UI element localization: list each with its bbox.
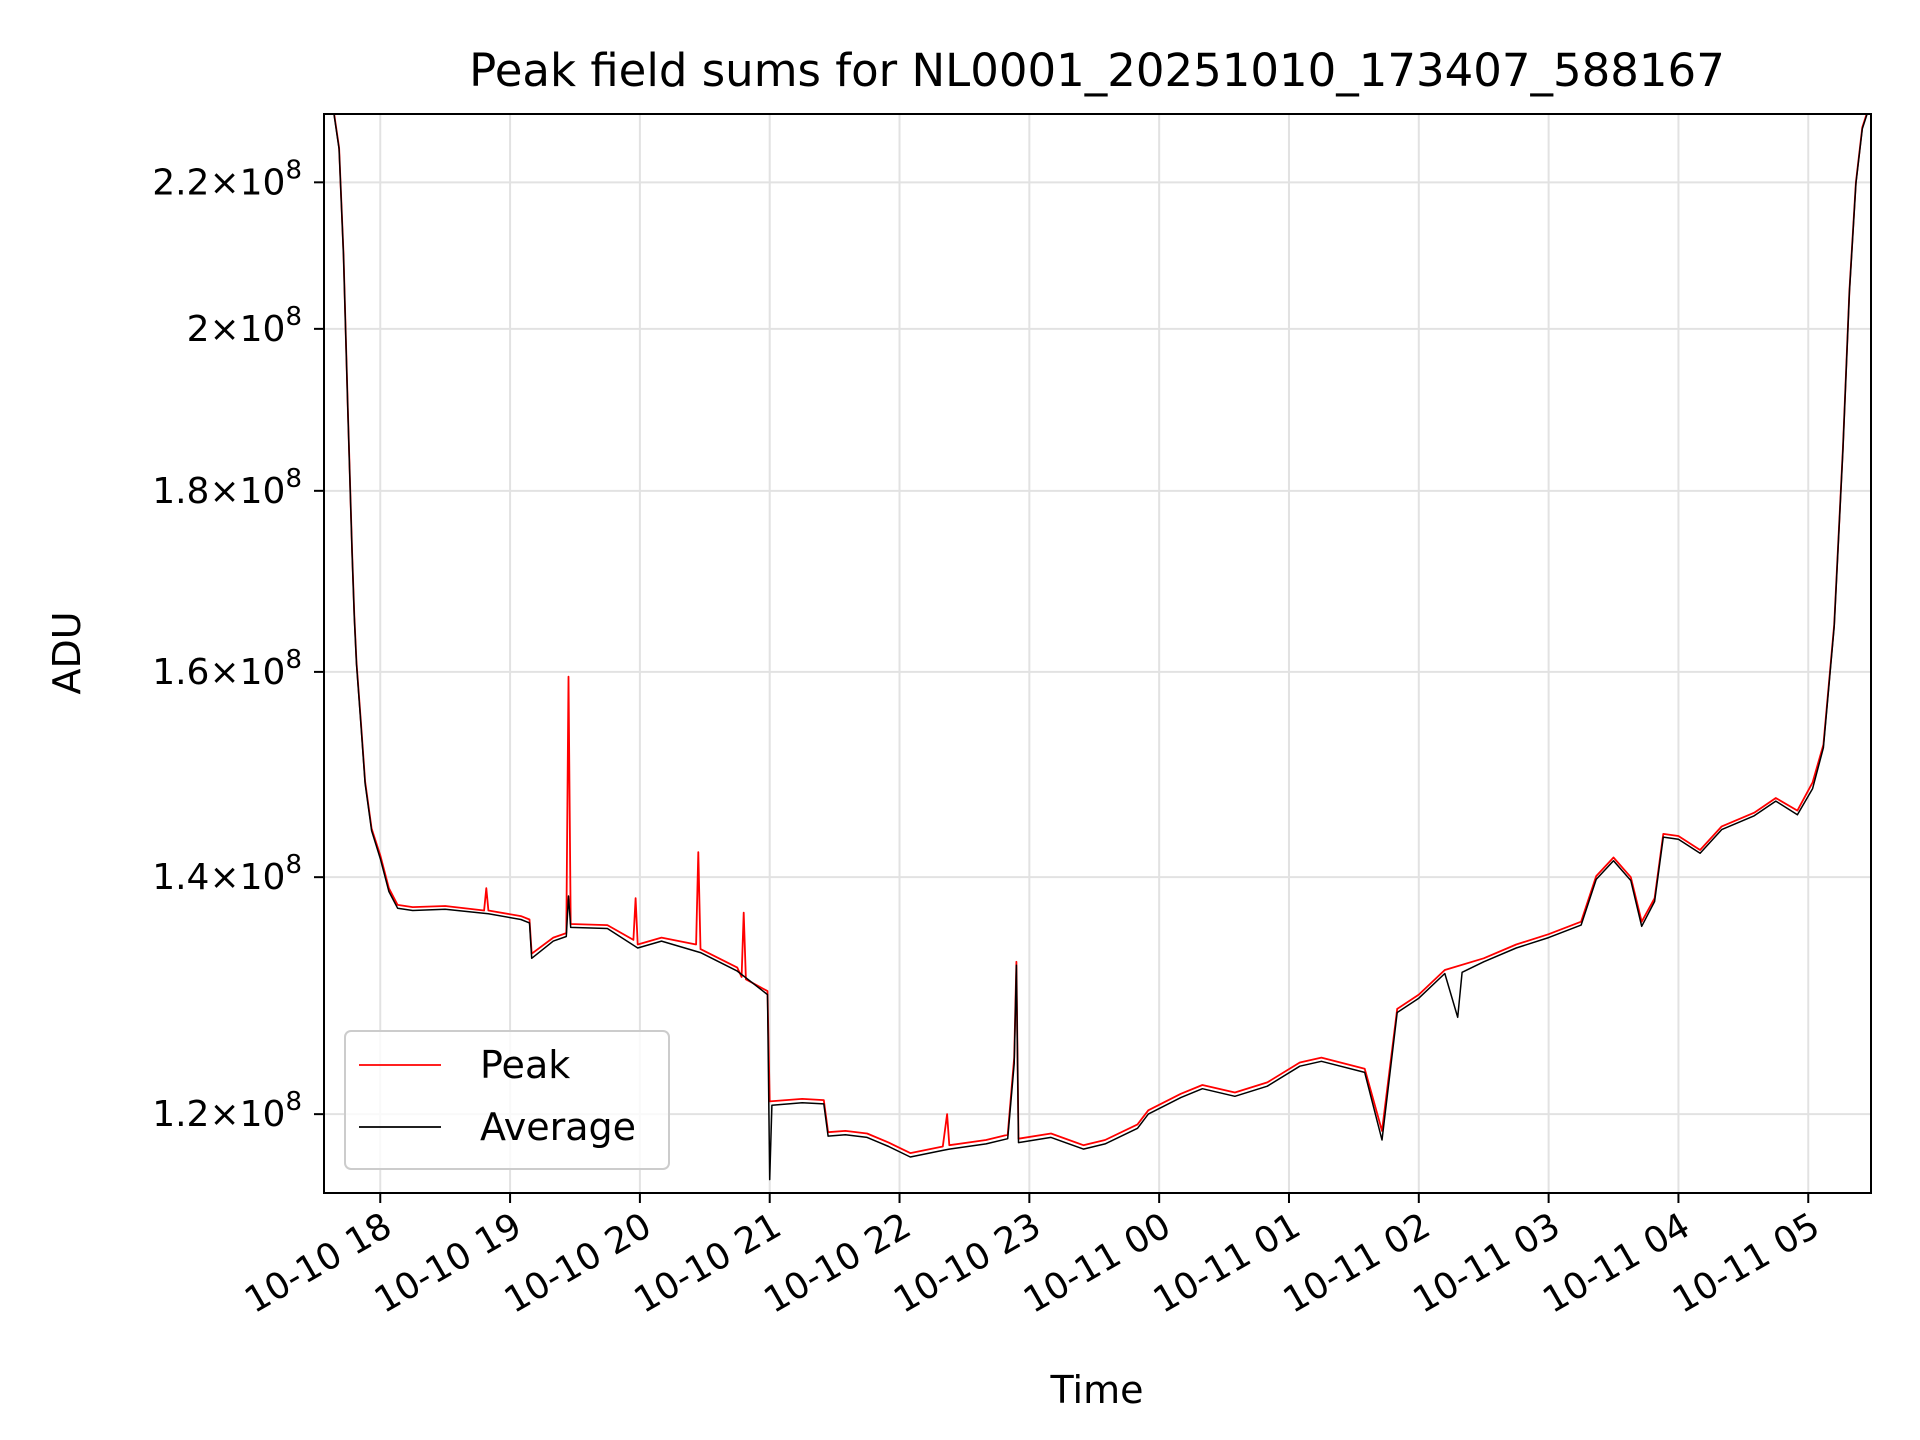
x-axis-label: Time (1050, 1368, 1144, 1412)
y-axis-label: ADU (45, 611, 89, 694)
series-lines (333, 114, 1868, 1181)
series-line-peak (333, 114, 1868, 1154)
y-tick-mantissa: 2.2 (152, 162, 209, 203)
y-tick-exponent: 8 (285, 155, 302, 185)
y-tick-times: ×10 (209, 1094, 285, 1135)
y-tick-mantissa: 1.2 (152, 1094, 209, 1135)
chart-title: Peak field sums for NL0001_20251010_1734… (469, 44, 1725, 97)
plot-frame (323, 113, 1872, 1194)
y-tick-label: 2×108 (187, 302, 302, 350)
y-tick-times: ×10 (209, 471, 285, 512)
y-tick-exponent: 8 (285, 850, 302, 880)
legend: Peak Average (344, 1030, 670, 1170)
y-tick-times: ×10 (209, 162, 285, 203)
y-tick-exponent: 8 (285, 645, 302, 675)
y-tick-times: ×10 (209, 857, 285, 898)
grid (324, 114, 1871, 1193)
y-tick-label: 1.2×108 (152, 1087, 302, 1135)
y-tick-exponent: 8 (285, 464, 302, 494)
y-tick-mantissa: 2 (187, 309, 210, 350)
y-tick-label: 1.6×108 (152, 645, 302, 693)
y-tick-times: ×10 (209, 652, 285, 693)
y-tick-exponent: 8 (285, 1087, 302, 1117)
y-tick-label: 2.2×108 (152, 155, 302, 203)
y-tick-exponent: 8 (285, 302, 302, 332)
y-tick-times: ×10 (209, 309, 285, 350)
legend-label-average: Average (480, 1105, 636, 1149)
y-tick-mantissa: 1.6 (152, 652, 209, 693)
y-tick-label: 1.4×108 (152, 850, 302, 898)
legend-label-peak: Peak (480, 1043, 570, 1087)
y-tick-mantissa: 1.8 (152, 471, 209, 512)
y-tick-mantissa: 1.4 (152, 857, 209, 898)
y-tick-label: 1.8×108 (152, 464, 302, 512)
series-line-average (333, 114, 1868, 1181)
